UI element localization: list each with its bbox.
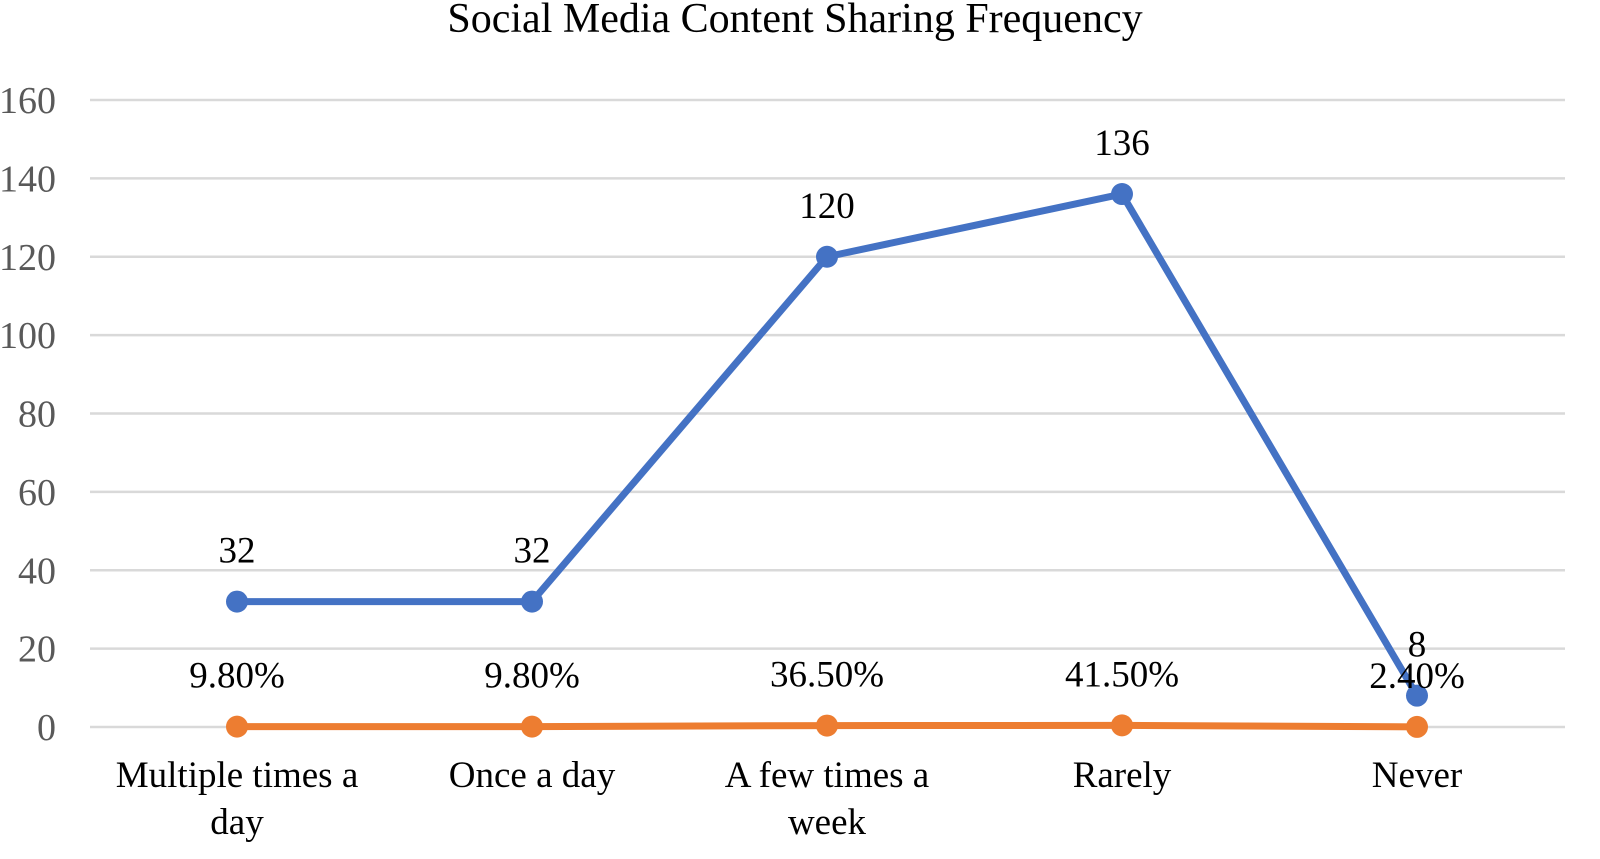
- count-data-label: 8: [1408, 625, 1427, 666]
- count-data-label: 136: [1094, 123, 1150, 164]
- chart-title: Social Media Content Sharing Frequency: [447, 0, 1142, 42]
- series-count-point: [816, 245, 838, 268]
- percentage-data-label: 2.40%: [1369, 656, 1465, 697]
- y-tick-label: 0: [37, 707, 56, 749]
- series-percentage-point: [1111, 714, 1133, 737]
- y-tick-label: 80: [18, 394, 56, 436]
- x-tick-label: Multiple times a: [116, 755, 359, 796]
- series-count-line: [237, 190, 1421, 698]
- gridlines: [90, 98, 1565, 729]
- y-tick-label: 160: [0, 80, 56, 122]
- y-tick-label: 140: [0, 158, 56, 200]
- y-tick-label: 20: [18, 629, 56, 671]
- data-labels: 32 32 120 136 8 9.80% 9.80% 36.50% 41.50% 2.40%: [189, 123, 1465, 697]
- x-tick-label: Once a day: [449, 755, 616, 796]
- series-count-point: [226, 590, 248, 613]
- y-tick-label: 100: [0, 315, 56, 357]
- percentage-data-label: 41.50%: [1065, 654, 1179, 695]
- count-data-label: 32: [219, 531, 256, 572]
- percentage-data-label: 9.80%: [484, 656, 580, 697]
- y-tick-label: 120: [0, 237, 56, 279]
- series: [226, 183, 1428, 738]
- x-tick-label: Rarely: [1073, 755, 1172, 796]
- y-axis-ticks: 0 20 40 60 80 100 120 140 160: [0, 80, 56, 749]
- x-tick-label: day: [210, 802, 264, 843]
- series-percentage-point: [816, 714, 838, 737]
- x-tick-label: week: [788, 802, 867, 843]
- x-tick-label: A few times a: [725, 755, 929, 796]
- y-tick-label: 60: [18, 472, 56, 514]
- series-percentage-point: [226, 715, 248, 738]
- series-percentage-point: [521, 715, 543, 738]
- percentage-data-label: 9.80%: [189, 656, 285, 697]
- series-count-point: [1406, 684, 1428, 707]
- series-count-point: [1111, 183, 1133, 206]
- series-percentage-point: [1406, 715, 1428, 738]
- percentage-data-label: 36.50%: [770, 655, 884, 696]
- series-count-point: [521, 590, 543, 613]
- x-tick-label: Never: [1372, 755, 1462, 796]
- x-axis-categories: Multiple times a day Once a day A few times…: [116, 755, 1462, 843]
- count-data-label: 32: [514, 531, 551, 572]
- y-tick-label: 40: [18, 550, 56, 592]
- count-data-label: 120: [799, 186, 855, 227]
